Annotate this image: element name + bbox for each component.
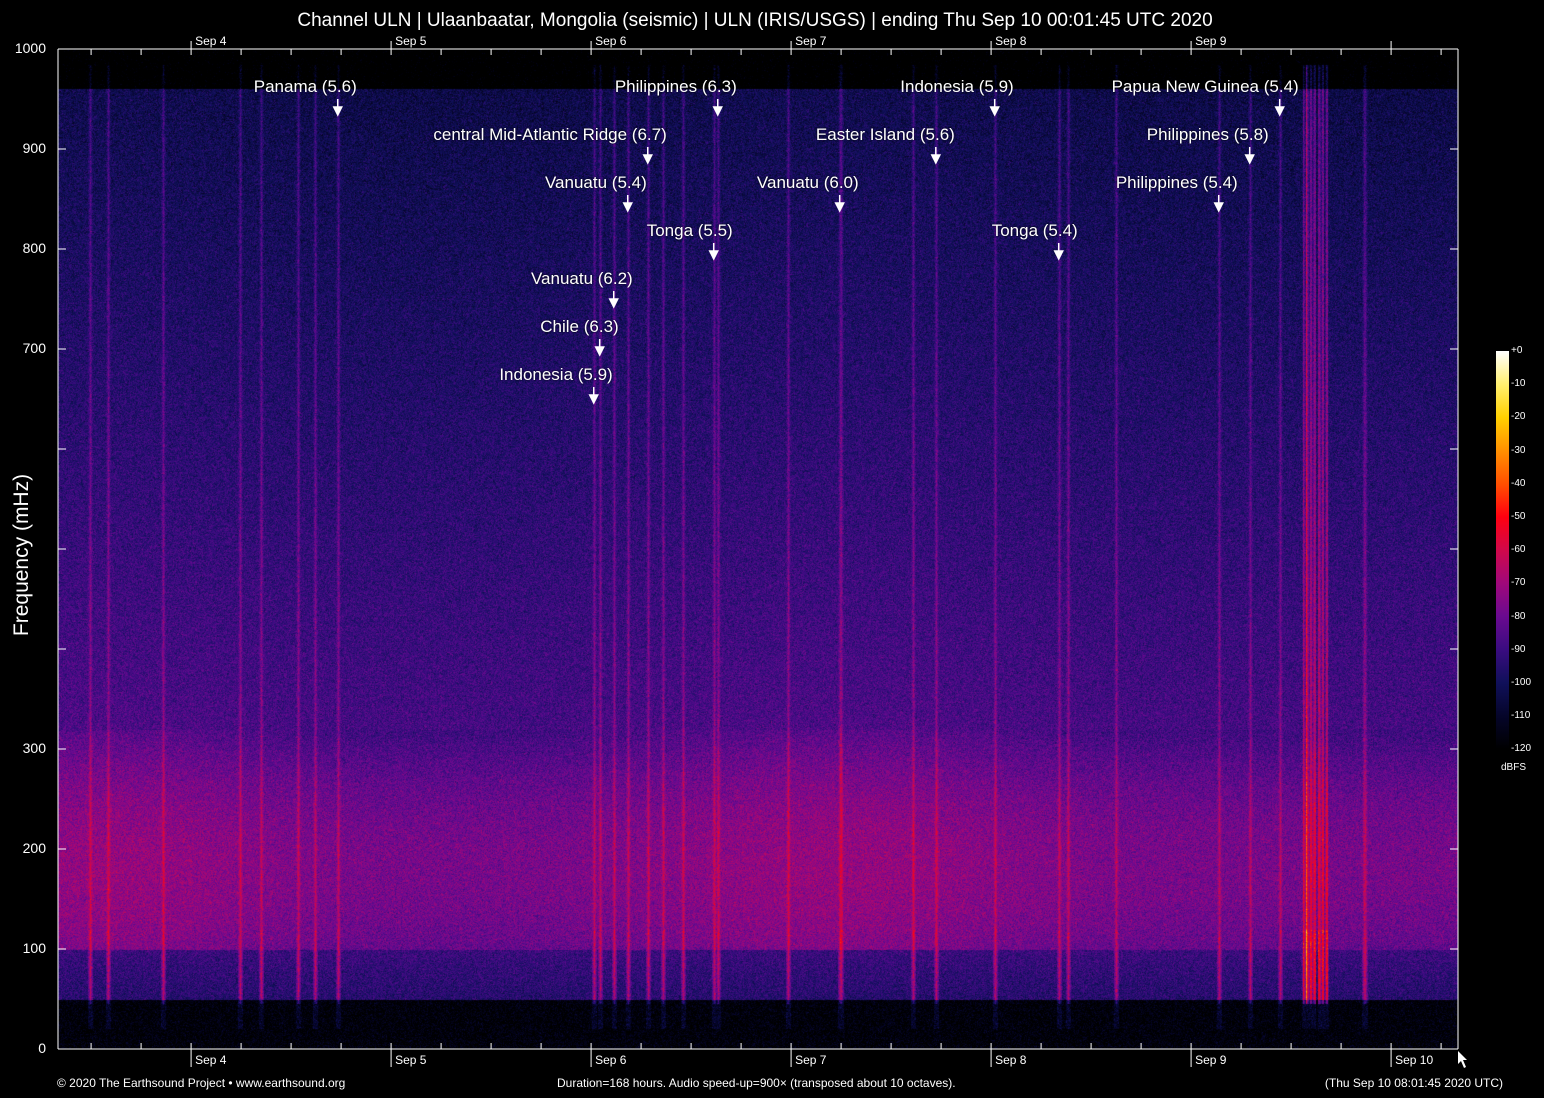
event-label: Vanuatu (5.4)	[545, 173, 647, 193]
colorbar-tick-label: -90	[1511, 644, 1525, 655]
footer-local-time: (Thu Sep 10 08:01:45 2020 UTC)	[1325, 1076, 1503, 1090]
colorbar-tick-label: -100	[1511, 677, 1531, 688]
event-arrow-icon	[836, 195, 844, 211]
event-label: Chile (6.3)	[540, 317, 618, 337]
x-tick-label: Sep 6	[595, 1053, 626, 1067]
spectrogram-plot: Panama (5.6) Philippines (6.3) central Mid…	[58, 49, 1458, 1049]
y-tick-label: 700	[6, 340, 46, 356]
event-arrow-icon	[596, 339, 604, 355]
y-tick-label: 800	[6, 240, 46, 256]
event-arrow-icon	[334, 99, 342, 115]
event-arrow-icon	[991, 99, 999, 115]
y-tick-label: 0	[6, 1040, 46, 1056]
event-arrow-icon	[1276, 99, 1284, 115]
y-tick-label: 300	[6, 740, 46, 756]
colorbar-unit: dBFS	[1501, 762, 1526, 773]
event-label: central Mid-Atlantic Ridge (6.7)	[433, 125, 666, 145]
colorbar-tick-label: -50	[1511, 511, 1525, 522]
event-arrow-icon	[590, 387, 598, 403]
x-tick-label-top: Sep 6	[595, 34, 626, 48]
colorbar-tick-label: -40	[1511, 478, 1525, 489]
event-label: Easter Island (5.6)	[816, 125, 955, 145]
x-tick-label-top: Sep 9	[1195, 34, 1226, 48]
event-arrow-icon	[1055, 243, 1063, 259]
cursor-arrow-icon	[1456, 1050, 1472, 1072]
x-tick-label-top: Sep 5	[395, 34, 426, 48]
x-tick-label: Sep 8	[995, 1053, 1026, 1067]
colorbar-tick-label: -80	[1511, 611, 1525, 622]
event-arrow-icon	[1215, 195, 1223, 211]
y-tick-label: 900	[6, 140, 46, 156]
x-tick-label-top: Sep 4	[195, 34, 226, 48]
event-label: Vanuatu (6.0)	[757, 173, 859, 193]
event-arrow-icon	[1246, 147, 1254, 163]
event-arrow-icon	[610, 291, 618, 307]
plot-axes	[58, 49, 1458, 1049]
event-label: Indonesia (5.9)	[499, 365, 612, 385]
footer-copyright: © 2020 The Earthsound Project • www.eart…	[57, 1076, 345, 1090]
event-label: Panama (5.6)	[254, 77, 357, 97]
colorbar-tick-label: -70	[1511, 577, 1525, 588]
y-tick-label: 200	[6, 840, 46, 856]
event-label: Vanuatu (6.2)	[531, 269, 633, 289]
event-label: Philippines (5.4)	[1116, 173, 1238, 193]
event-label: Philippines (5.8)	[1147, 125, 1269, 145]
event-label: Indonesia (5.9)	[900, 77, 1013, 97]
event-label: Tonga (5.5)	[647, 221, 733, 241]
x-tick-label: Sep 9	[1195, 1053, 1226, 1067]
x-tick-label: Sep 10	[1395, 1053, 1433, 1067]
event-arrow-icon	[714, 99, 722, 115]
event-arrow-icon	[932, 147, 940, 163]
x-tick-label: Sep 4	[195, 1053, 226, 1067]
event-label: Papua New Guinea (5.4)	[1112, 77, 1299, 97]
colorbar-tick-label: -60	[1511, 544, 1525, 555]
x-tick-label: Sep 5	[395, 1053, 426, 1067]
y-tick-label: 100	[6, 940, 46, 956]
chart-title: Channel ULN | Ulaanbaatar, Mongolia (sei…	[0, 10, 1510, 32]
x-tick-label-top: Sep 8	[995, 34, 1026, 48]
colorbar-tick-label: -30	[1511, 445, 1525, 456]
event-label: Philippines (6.3)	[615, 77, 737, 97]
colorbar-tick-label: +0	[1511, 345, 1522, 356]
colorbar-tick-label: -120	[1511, 743, 1531, 754]
event-arrow-icon	[624, 195, 632, 211]
event-arrow-icon	[710, 243, 718, 259]
colorbar-tick-label: -110	[1511, 710, 1530, 721]
colorbar	[1496, 351, 1509, 749]
event-arrow-icon	[644, 147, 652, 163]
x-tick-label: Sep 7	[795, 1053, 826, 1067]
colorbar-tick-label: -20	[1511, 411, 1525, 422]
y-tick-label: 1000	[6, 40, 46, 56]
footer-info: Duration=168 hours. Audio speed-up=900× …	[557, 1076, 956, 1090]
y-axis-label: Frequency (mHz)	[10, 474, 34, 636]
event-label: Tonga (5.4)	[992, 221, 1078, 241]
x-tick-label-top: Sep 7	[795, 34, 826, 48]
colorbar-tick-label: -10	[1511, 378, 1525, 389]
